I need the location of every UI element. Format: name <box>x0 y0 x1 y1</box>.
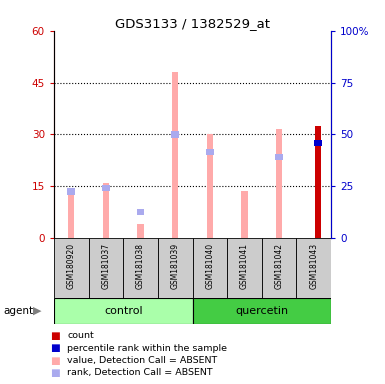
Text: GSM181039: GSM181039 <box>171 243 180 289</box>
Bar <box>54 238 89 298</box>
Text: value, Detection Call = ABSENT: value, Detection Call = ABSENT <box>67 356 218 365</box>
Text: ■: ■ <box>50 368 60 378</box>
Text: count: count <box>67 331 94 341</box>
Bar <box>172 72 178 238</box>
Text: agent: agent <box>4 306 34 316</box>
Text: GSM180920: GSM180920 <box>67 243 76 289</box>
Bar <box>68 190 74 238</box>
Text: GSM181037: GSM181037 <box>101 243 110 289</box>
Text: GSM181042: GSM181042 <box>275 243 284 289</box>
Bar <box>192 238 227 298</box>
Bar <box>296 238 331 298</box>
Bar <box>241 191 248 238</box>
Text: GSM181040: GSM181040 <box>205 243 214 289</box>
Text: ▶: ▶ <box>33 306 41 316</box>
Text: ■: ■ <box>50 343 60 353</box>
Text: rank, Detection Call = ABSENT: rank, Detection Call = ABSENT <box>67 368 213 377</box>
Bar <box>137 224 144 238</box>
Text: GSM181038: GSM181038 <box>136 243 145 289</box>
Bar <box>171 131 179 137</box>
Text: ■: ■ <box>50 331 60 341</box>
Bar <box>103 183 109 238</box>
Bar <box>207 134 213 238</box>
Bar <box>102 185 110 191</box>
Text: GSM181043: GSM181043 <box>309 243 318 289</box>
Bar <box>206 149 214 155</box>
Bar <box>275 154 283 160</box>
Bar <box>314 140 322 146</box>
Bar <box>315 126 321 238</box>
Bar <box>227 238 262 298</box>
Bar <box>137 209 144 215</box>
Bar <box>262 238 296 298</box>
Bar <box>54 298 192 324</box>
Bar <box>89 238 123 298</box>
Text: quercetin: quercetin <box>235 306 288 316</box>
Bar <box>158 238 192 298</box>
Text: GSM181041: GSM181041 <box>240 243 249 289</box>
Bar <box>67 188 75 195</box>
Bar <box>123 238 158 298</box>
Bar <box>276 129 282 238</box>
Text: GDS3133 / 1382529_at: GDS3133 / 1382529_at <box>115 17 270 30</box>
Bar <box>192 298 331 324</box>
Text: ■: ■ <box>50 356 60 366</box>
Text: control: control <box>104 306 142 316</box>
Text: percentile rank within the sample: percentile rank within the sample <box>67 344 228 353</box>
